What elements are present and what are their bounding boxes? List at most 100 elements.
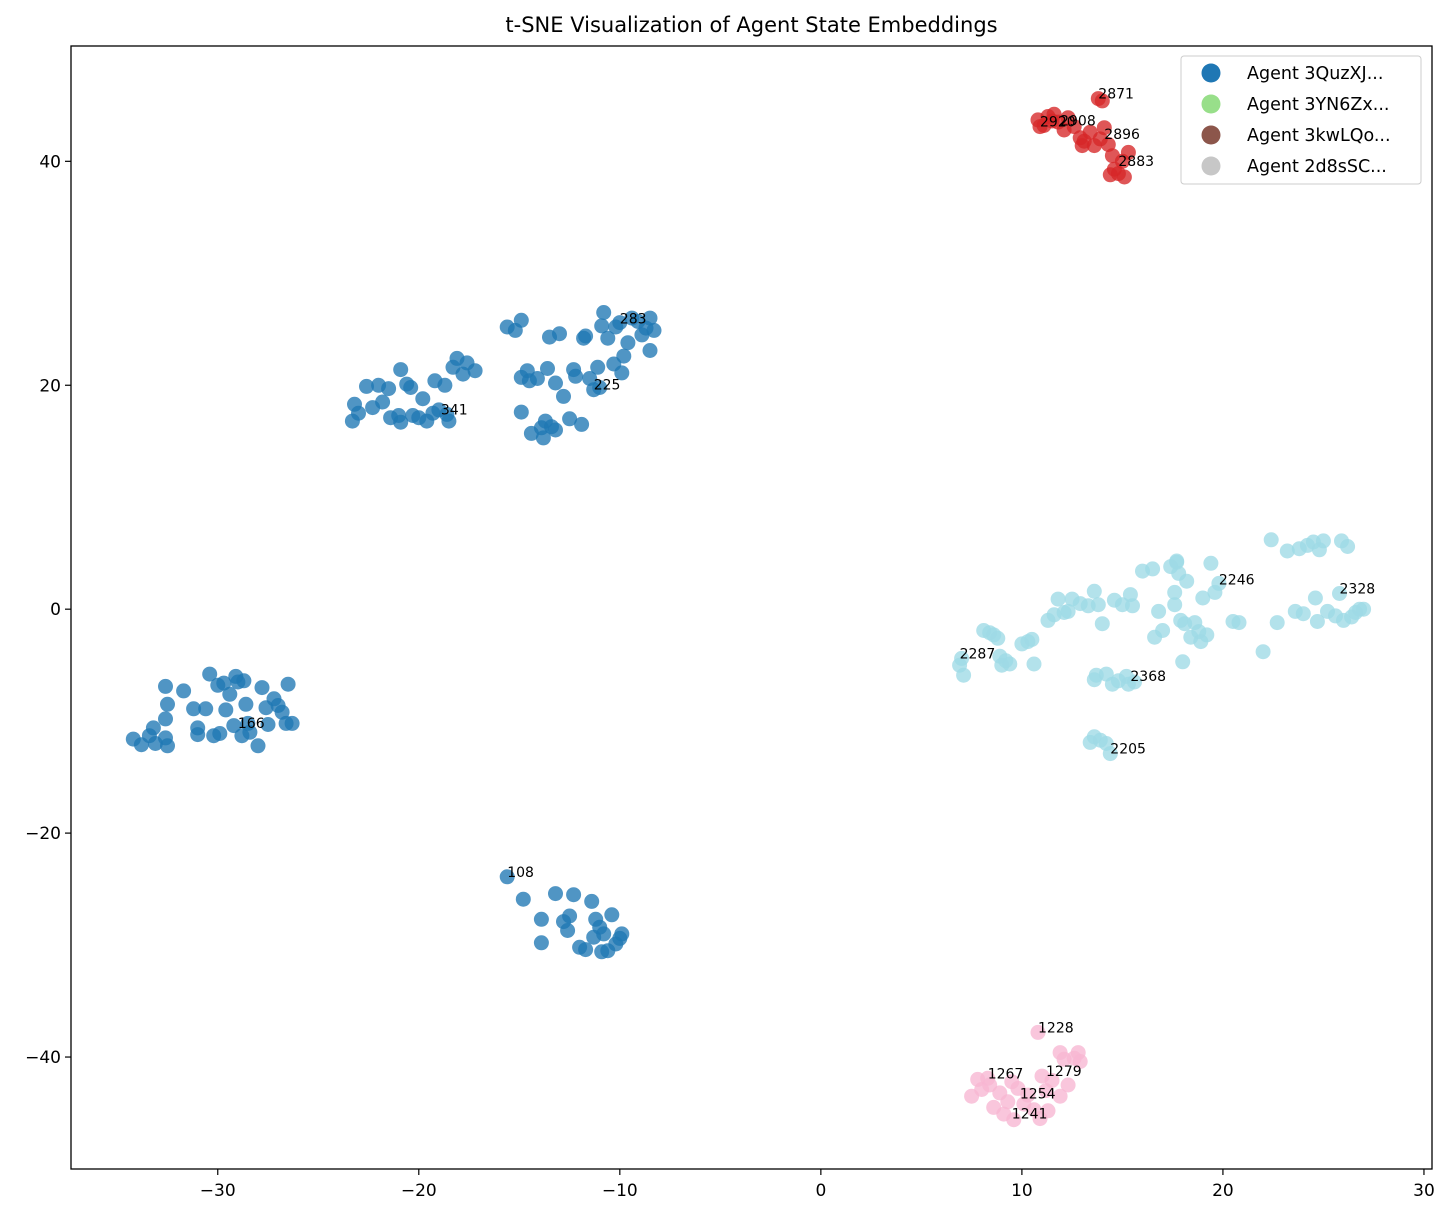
- scatter-point: [1122, 587, 1138, 603]
- scatter-point: [393, 362, 409, 378]
- point-annotation: 2368: [1130, 669, 1166, 685]
- y-tick-label: −20: [25, 824, 61, 844]
- legend-label: Agent 3kwLQo...: [1247, 126, 1391, 146]
- point-annotation: 1279: [1046, 1064, 1082, 1080]
- scatter-point: [1006, 1112, 1022, 1128]
- scatter-point: [1203, 555, 1219, 571]
- scatter-point: [548, 886, 563, 902]
- scatter-point: [1199, 627, 1215, 643]
- scatter-point: [242, 724, 258, 740]
- scatter-point: [1044, 113, 1060, 129]
- scatter-point: [600, 330, 616, 346]
- point-annotation: 166: [238, 716, 265, 732]
- point-annotation: 2287: [960, 646, 996, 662]
- scatter-point: [212, 726, 228, 741]
- legend-marker: [1201, 125, 1221, 145]
- legend-marker: [1201, 94, 1221, 114]
- series-3: [964, 1024, 1088, 1128]
- scatter-point: [393, 414, 409, 430]
- point-annotation: 341: [441, 402, 468, 418]
- scatter-point: [990, 630, 1006, 646]
- scatter-point: [642, 343, 658, 358]
- scatter-point: [642, 310, 658, 326]
- scatter-point: [1155, 623, 1171, 638]
- scatter-point: [176, 683, 192, 699]
- point-annotation: 2871: [1098, 87, 1134, 103]
- legend-label: Agent 2d8sSC...: [1247, 157, 1387, 177]
- scatter-point: [1309, 614, 1325, 629]
- scatter-point: [1169, 553, 1185, 569]
- scatter-point: [540, 361, 555, 376]
- legend-label: Agent 3QuzXJ...: [1247, 64, 1383, 84]
- point-annotation: 1241: [1012, 1107, 1048, 1123]
- scatter-point: [1151, 603, 1167, 619]
- scatter-point: [568, 368, 584, 384]
- scatter-point: [562, 908, 578, 924]
- scatter-point: [513, 404, 529, 420]
- scatter-point: [562, 411, 578, 427]
- scatter-point: [1074, 138, 1090, 154]
- legend: Agent 3QuzXJ... Agent 3YN6Zx... Agent 3kwL…: [1180, 55, 1422, 185]
- scatter-point: [1000, 1094, 1016, 1110]
- scatter-point: [533, 911, 549, 927]
- scatter-point: [1032, 119, 1048, 135]
- scatter-point: [1356, 601, 1372, 617]
- series-0: [125, 305, 662, 960]
- scatter-point: [574, 416, 590, 432]
- point-annotation: 283: [620, 312, 647, 328]
- scatter-point: [548, 422, 563, 438]
- scatter-point: [254, 680, 270, 696]
- series-1: [1030, 91, 1136, 185]
- scatter-point: [218, 702, 234, 718]
- scatter-point: [1004, 1074, 1020, 1090]
- scatter-point: [437, 377, 453, 393]
- scatter-point: [1116, 169, 1132, 185]
- scatter-point: [190, 727, 206, 743]
- point-annotation: 225: [594, 378, 621, 394]
- point-annotation: 2328: [1340, 582, 1376, 598]
- scatter-point: [1024, 631, 1040, 647]
- scatter-point: [1002, 656, 1018, 672]
- scatter-point: [250, 738, 266, 754]
- y-tick-label: 20: [39, 376, 61, 396]
- point-annotation: 2205: [1110, 742, 1146, 758]
- scatter-point: [552, 326, 567, 342]
- series-2: [952, 532, 1372, 762]
- scatter-point: [158, 711, 173, 727]
- scatter-point: [1104, 148, 1120, 164]
- scatter-point: [1195, 590, 1211, 606]
- scatter-point: [1026, 656, 1042, 672]
- scatter-point: [596, 305, 612, 320]
- scatter-point: [1179, 573, 1195, 589]
- scatter-point: [1340, 539, 1356, 554]
- y-tick-label: 40: [39, 152, 61, 172]
- legend-box: [1180, 55, 1422, 185]
- scatter-point: [1231, 615, 1247, 631]
- scatter-point: [513, 312, 529, 328]
- x-tick-label: 10: [1011, 1181, 1033, 1201]
- scatter-point: [1060, 603, 1076, 619]
- scatter-point: [284, 715, 300, 731]
- scatter-point: [1120, 144, 1136, 160]
- scatter-point: [556, 388, 571, 404]
- point-annotation: 108: [507, 865, 534, 881]
- scatter-point: [616, 348, 632, 364]
- scatter-point: [467, 363, 483, 379]
- legend-marker: [1201, 156, 1221, 176]
- scatter-point: [403, 380, 419, 395]
- scatter-point: [1315, 533, 1331, 549]
- scatter-point: [1090, 597, 1106, 613]
- scatter-point: [548, 375, 563, 391]
- point-annotation: 2920: [1040, 115, 1076, 131]
- scatter-point: [1072, 1054, 1088, 1069]
- scatter-point: [1032, 1111, 1048, 1127]
- scatter-point: [1255, 644, 1271, 660]
- scatter-point: [1279, 543, 1295, 559]
- scatter-point: [1060, 1077, 1076, 1093]
- scatter-point: [612, 315, 628, 331]
- x-axis: −30 −20 −10 0 10 20 30: [200, 1169, 1435, 1201]
- x-tick-label: −20: [401, 1181, 437, 1201]
- scatter-point: [375, 394, 391, 410]
- scatter-point: [1307, 590, 1323, 606]
